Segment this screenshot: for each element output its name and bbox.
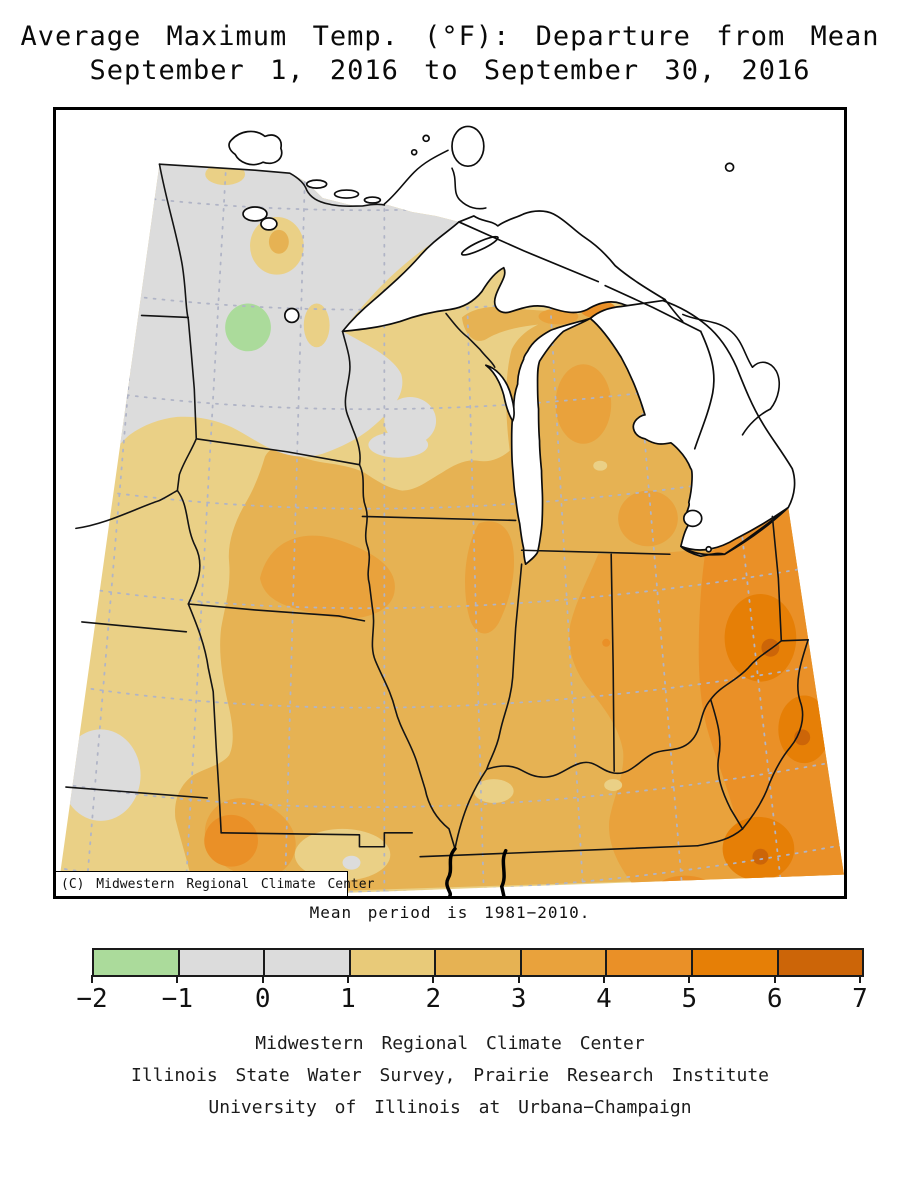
lake-michigan (510, 317, 592, 566)
colorbar-tick (517, 975, 520, 983)
border-mo-ar (220, 832, 413, 848)
colorbar-cell (521, 950, 608, 975)
border-mi-in-oh (520, 549, 671, 556)
border-ky-wv (709, 698, 744, 830)
title-line-2: September 1, 2016 to September 30, 2016 (89, 55, 811, 86)
mississippi-lower (445, 847, 457, 896)
colorbar-tick (91, 975, 93, 983)
map-frame: (C) Midwestern Regional Climate Center (53, 107, 847, 899)
border-mississippi-river (358, 463, 456, 850)
colorbar-cell (692, 950, 779, 975)
colorbar-cell (778, 950, 863, 975)
border-ne-ks (81, 621, 188, 633)
colorbar-label: 7 (852, 984, 868, 1014)
border-ohio-river (454, 640, 783, 850)
border-mo-ia (187, 603, 366, 622)
colorbar-label: −2 (76, 984, 108, 1014)
colorbar-label: 6 (766, 984, 783, 1014)
colorbar-tick (688, 975, 691, 983)
canada-lake-dot-2 (410, 148, 418, 156)
footer-line-1: Midwestern Regional Climate Center (255, 1033, 645, 1054)
colorbar-cell (436, 950, 522, 975)
canada-coastlines (383, 149, 780, 436)
border-pa-wv (780, 639, 809, 642)
mille-lacs-lake (283, 307, 300, 324)
border-sd-ne (75, 489, 179, 530)
lake-of-the-woods (228, 130, 283, 166)
footer-line-2: Illinois State Water Survey, Prairie Res… (130, 1065, 770, 1086)
great-lakes (228, 125, 796, 566)
border-ky-va (696, 828, 744, 847)
colorbar-labels: −2 −1 0 1 2 3 4 5 6 7 (76, 975, 868, 1015)
colorbar-label: 4 (596, 984, 612, 1014)
border-wv-va (741, 639, 809, 830)
colorbar-label: 0 (254, 984, 271, 1014)
border-lake-2 (363, 196, 382, 204)
colorbar-label: 3 (510, 984, 527, 1014)
border-nd-sd (140, 314, 190, 319)
border-sd-ia (176, 438, 198, 492)
border-ky-tn (419, 844, 699, 858)
colorbar-label: 5 (681, 984, 698, 1014)
colorbar-cell (94, 950, 180, 975)
climate-map (56, 125, 844, 896)
green-bay (484, 364, 515, 422)
colorbar-cell (265, 950, 351, 975)
page-title: Average Maximum Temp. (°F): Departure fr… (0, 20, 900, 88)
border-wi-il (361, 515, 517, 522)
border-mn-north (158, 163, 386, 207)
lake-st-clair (682, 509, 703, 528)
isle-royale (460, 235, 499, 256)
colorbar-tick (432, 975, 435, 983)
colorbar-tick (347, 975, 349, 983)
colorbar-tick (261, 975, 264, 983)
colorbar-label: −1 (161, 984, 193, 1014)
canada-lake-dot (422, 134, 430, 143)
colorbar-cell (607, 950, 693, 975)
colorbar-tick (176, 975, 179, 983)
border-wi-mi (445, 312, 496, 368)
red-lake-lower (260, 217, 278, 231)
footer-credits: Midwestern Regional Climate Center Illin… (0, 1028, 900, 1124)
international-border (458, 221, 715, 450)
rivers (445, 847, 508, 896)
map-watermark: (C) Midwestern Regional Climate Center (56, 871, 374, 896)
border-mn-ia (195, 438, 361, 466)
colorbar-label: 2 (425, 984, 442, 1014)
ontario-lake-dot (724, 162, 735, 173)
colorbar-cell (179, 950, 266, 975)
rainy-lake (305, 179, 328, 189)
colorbar-tick (603, 975, 605, 983)
erie-island (705, 545, 713, 553)
colorbar-cells (92, 948, 864, 977)
border-lake (333, 189, 360, 199)
lake-huron-erie-ontario (589, 299, 796, 558)
tennessee-river (499, 848, 508, 896)
border-il-in (486, 563, 523, 770)
colorbar-tick (773, 975, 776, 983)
mean-period-note: Mean period is 1981−2010. (309, 903, 591, 922)
colorbar-tick (859, 975, 861, 983)
lake-nipigon (451, 125, 485, 168)
border-ks-ok (65, 786, 209, 799)
border-mn-wi (341, 330, 361, 466)
border-missouri-river (176, 489, 201, 605)
colorbar-cell (350, 950, 437, 975)
colorbar-label: 1 (340, 984, 356, 1014)
border-mo-west (187, 603, 222, 834)
state-borders (65, 163, 809, 858)
title-line-1: Average Maximum Temp. (°F): Departure fr… (20, 21, 880, 52)
border-in-oh (610, 553, 615, 772)
footer-line-3: University of Illinois at Urbana−Champai… (208, 1097, 692, 1118)
border-oh-pa (771, 515, 783, 642)
red-lake-upper (242, 206, 268, 222)
